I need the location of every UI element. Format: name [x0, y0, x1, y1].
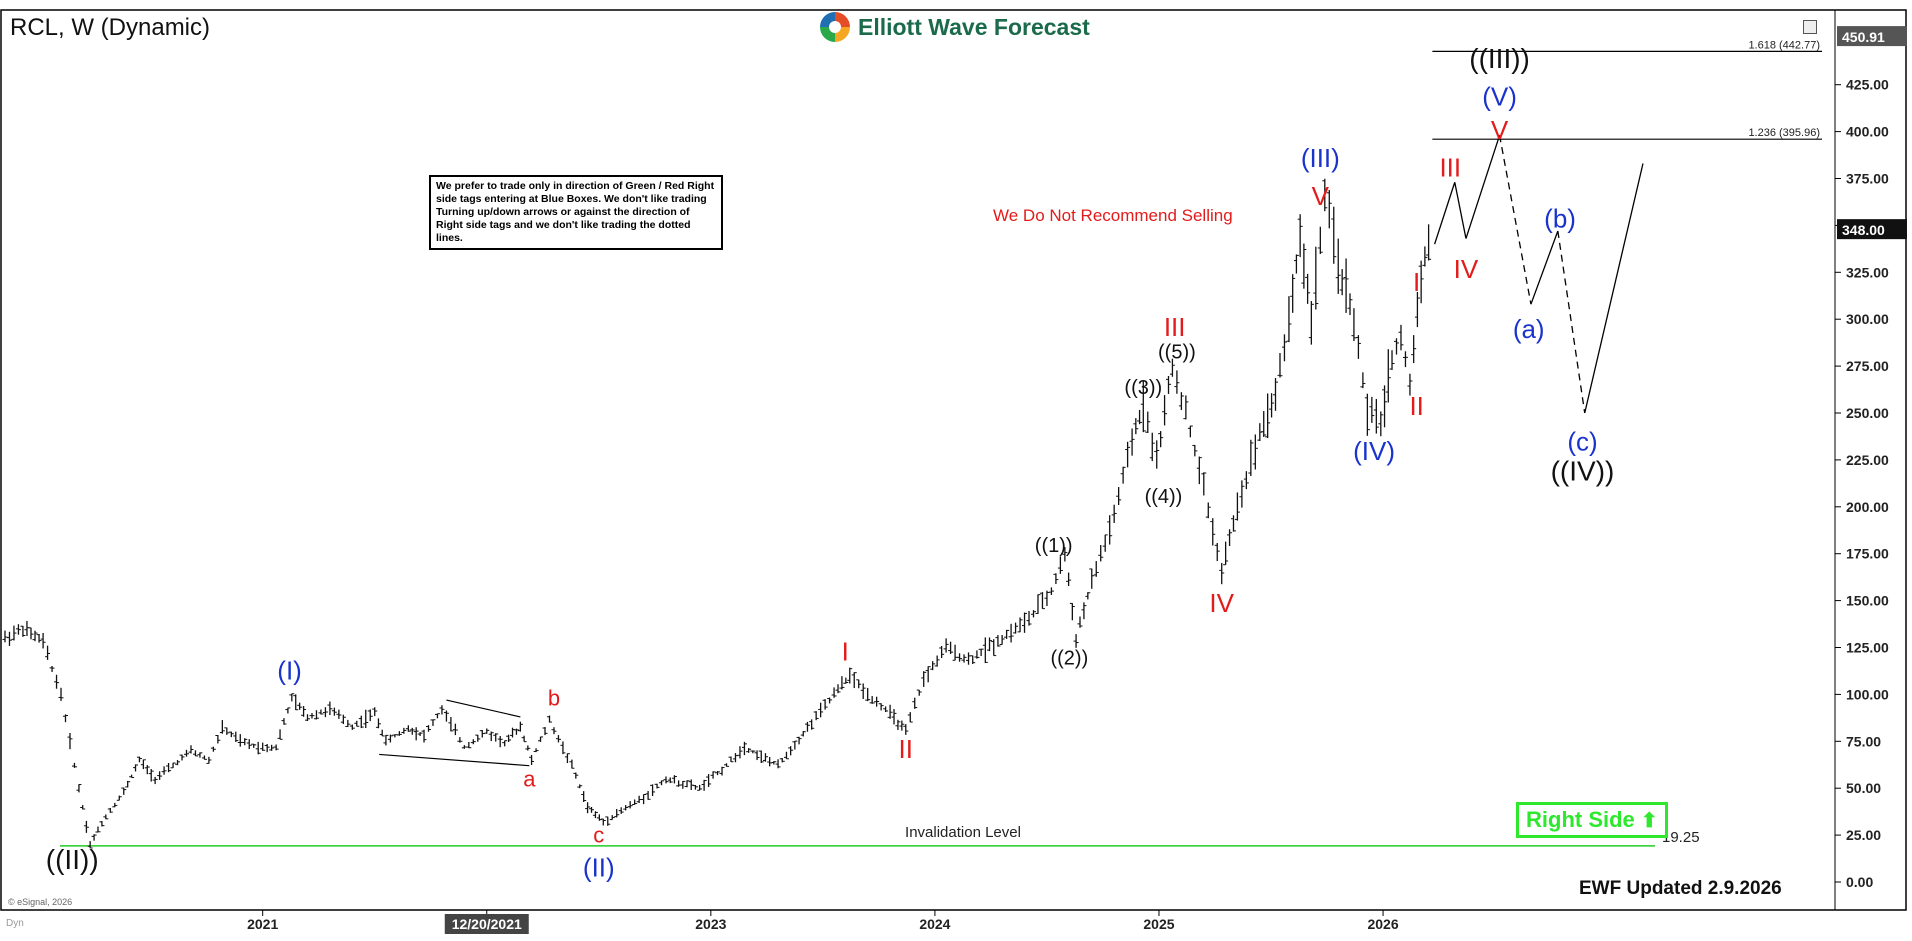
wave-label: IV: [1454, 254, 1479, 284]
chart-settings-icon[interactable]: [1803, 20, 1817, 34]
wave-label: ((1)): [1035, 535, 1073, 557]
brand-name: Elliott Wave Forecast: [858, 13, 1090, 40]
projection-dashed-segment: [1557, 230, 1586, 414]
wave-label: V: [1312, 181, 1330, 211]
wave-label: II: [899, 734, 913, 764]
wave-label: I: [1413, 267, 1420, 297]
wave-label: ((II)): [46, 844, 99, 875]
invalidation-value: 19.25: [1662, 829, 1700, 846]
triangle-boundary-line: [379, 753, 530, 767]
projection-dashed-segment: [1498, 135, 1532, 305]
x-tick-label: 2023: [695, 916, 726, 932]
wave-label: (IV): [1353, 436, 1395, 466]
projection-segment: [1465, 135, 1501, 239]
y-tick-label: 400.00: [1846, 124, 1889, 140]
projection-segment: [1433, 182, 1456, 245]
price-label-box: [1837, 26, 1907, 47]
wave-label: V: [1491, 115, 1509, 145]
y-tick-label: 0.00: [1846, 874, 1873, 890]
plot-frame: [0, 9, 1907, 911]
brand-emblem-icon: [820, 12, 850, 42]
y-tick-label: 175.00: [1846, 546, 1889, 562]
wave-label: (b): [1544, 203, 1576, 233]
y-tick-label: 50.00: [1846, 780, 1881, 796]
price-label: 450.91: [1842, 29, 1885, 45]
fib-level-label: 1.236 (395.96): [1748, 127, 1820, 139]
wave-label: ((4)): [1145, 486, 1183, 508]
price-label: 348.00: [1842, 222, 1885, 238]
wave-label: ((2)): [1050, 647, 1088, 669]
projection-segment: [1454, 182, 1467, 239]
right-side-label: Right Side: [1526, 807, 1635, 832]
brand-logo: Elliott Wave Forecast: [820, 12, 1090, 42]
y-tick-label: 150.00: [1846, 593, 1889, 609]
y-tick-label: 300.00: [1846, 311, 1889, 327]
wave-label: ((5)): [1158, 342, 1196, 364]
y-tick-label: 100.00: [1846, 686, 1889, 702]
wave-label: (III): [1301, 143, 1340, 173]
right-side-tag: Right Side ⬆: [1516, 802, 1668, 838]
y-tick-label: 125.00: [1846, 640, 1889, 656]
wave-label: ((3)): [1124, 377, 1162, 399]
wave-label: (II): [583, 852, 615, 882]
wave-label: I: [842, 637, 849, 667]
y-tick-label: 425.00: [1846, 77, 1889, 93]
copyright-note: © eSignal, 2026: [8, 897, 73, 907]
y-tick-label: 200.00: [1846, 499, 1889, 515]
wave-label: (a): [1513, 314, 1545, 344]
x-tick-label: 2024: [919, 916, 950, 932]
y-tick-label: 275.00: [1846, 358, 1889, 374]
wave-label: III: [1439, 153, 1461, 183]
y-tick-label: 325.00: [1846, 264, 1889, 280]
triangle-boundary-line: [446, 699, 521, 718]
dyn-indicator: Dyn: [6, 918, 24, 929]
wave-label: IV: [1209, 588, 1234, 618]
fib-level-label: 1.618 (442.77): [1748, 39, 1820, 51]
wave-label: (c): [1567, 427, 1597, 457]
x-tick-label: 2026: [1367, 916, 1398, 932]
wave-label: ((IV)): [1551, 456, 1615, 487]
no-sell-note: We Do Not Recommend Selling: [993, 206, 1233, 225]
wave-label: III: [1164, 312, 1186, 342]
y-tick-label: 75.00: [1846, 733, 1881, 749]
invalidation-label: Invalidation Level: [905, 824, 1021, 841]
wave-label: (I): [277, 655, 302, 685]
price-label-box: [1837, 219, 1907, 240]
y-tick-label: 225.00: [1846, 452, 1889, 468]
trading-note-box: We prefer to trade only in direction of …: [429, 175, 723, 250]
wave-label: II: [1409, 391, 1423, 421]
y-tick-label: 375.00: [1846, 171, 1889, 187]
wave-label: ((III)): [1469, 43, 1530, 74]
projection-segment: [1584, 163, 1644, 414]
updated-stamp: EWF Updated 2.9.2026: [1579, 878, 1782, 899]
x-tick-label: 2021: [247, 916, 278, 932]
y-tick-label: 25.00: [1846, 827, 1881, 843]
wave-label: a: [523, 766, 536, 791]
y-tick-label: 250.00: [1846, 405, 1889, 421]
wave-label: (V): [1482, 81, 1517, 111]
x-tick-label: 2025: [1143, 916, 1174, 932]
wave-label: b: [548, 686, 560, 711]
symbol-title: RCL, W (Dynamic): [10, 14, 211, 41]
x-tick-highlight-box: [444, 914, 529, 934]
x-tick-label: 12/20/2021: [452, 916, 522, 932]
projection-segment: [1530, 230, 1559, 305]
wave-label: c: [593, 823, 604, 848]
up-arrow-icon: ⬆: [1640, 810, 1658, 832]
